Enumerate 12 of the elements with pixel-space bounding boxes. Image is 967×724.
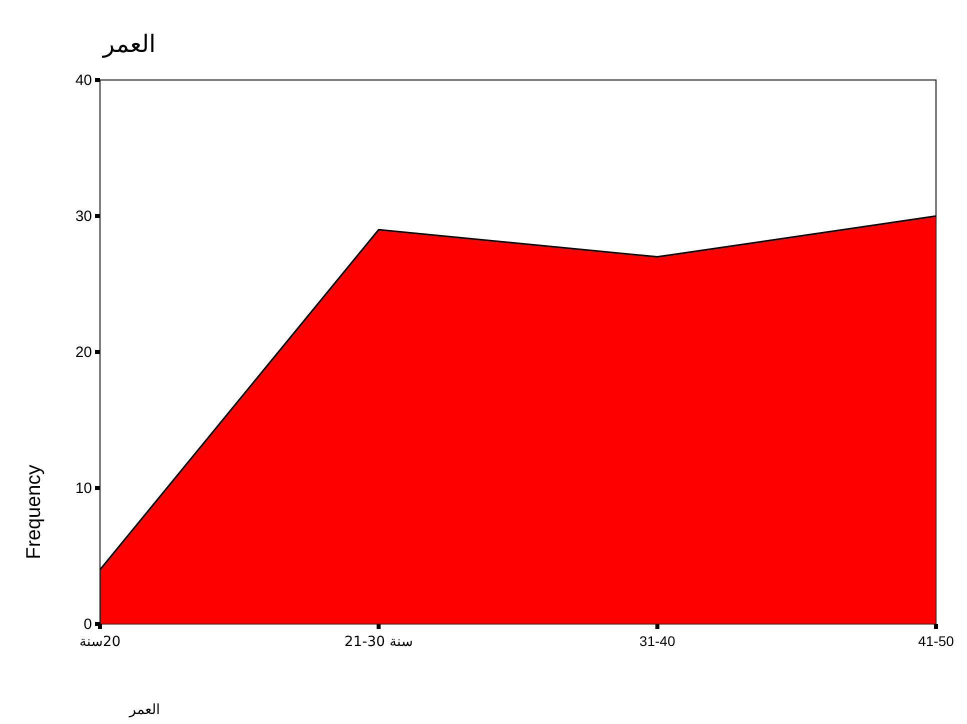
y-tick-label: 10	[75, 480, 92, 497]
x-axis-title: العمر	[128, 702, 160, 718]
x-tick-label: 20سنة	[79, 634, 121, 650]
x-tick-label: 31-40	[639, 633, 676, 649]
x-tick-label: 21-30 سنة	[344, 634, 413, 650]
y-tick-label: 40	[75, 72, 92, 89]
y-tick-label: 30	[75, 208, 92, 225]
y-tick-label: 0	[84, 616, 92, 633]
y-tick-label: 20	[75, 344, 92, 361]
x-tick-label: 41-50	[918, 633, 954, 649]
chart-title: العمر	[102, 30, 156, 58]
y-axis-title: Frequency	[23, 464, 45, 560]
